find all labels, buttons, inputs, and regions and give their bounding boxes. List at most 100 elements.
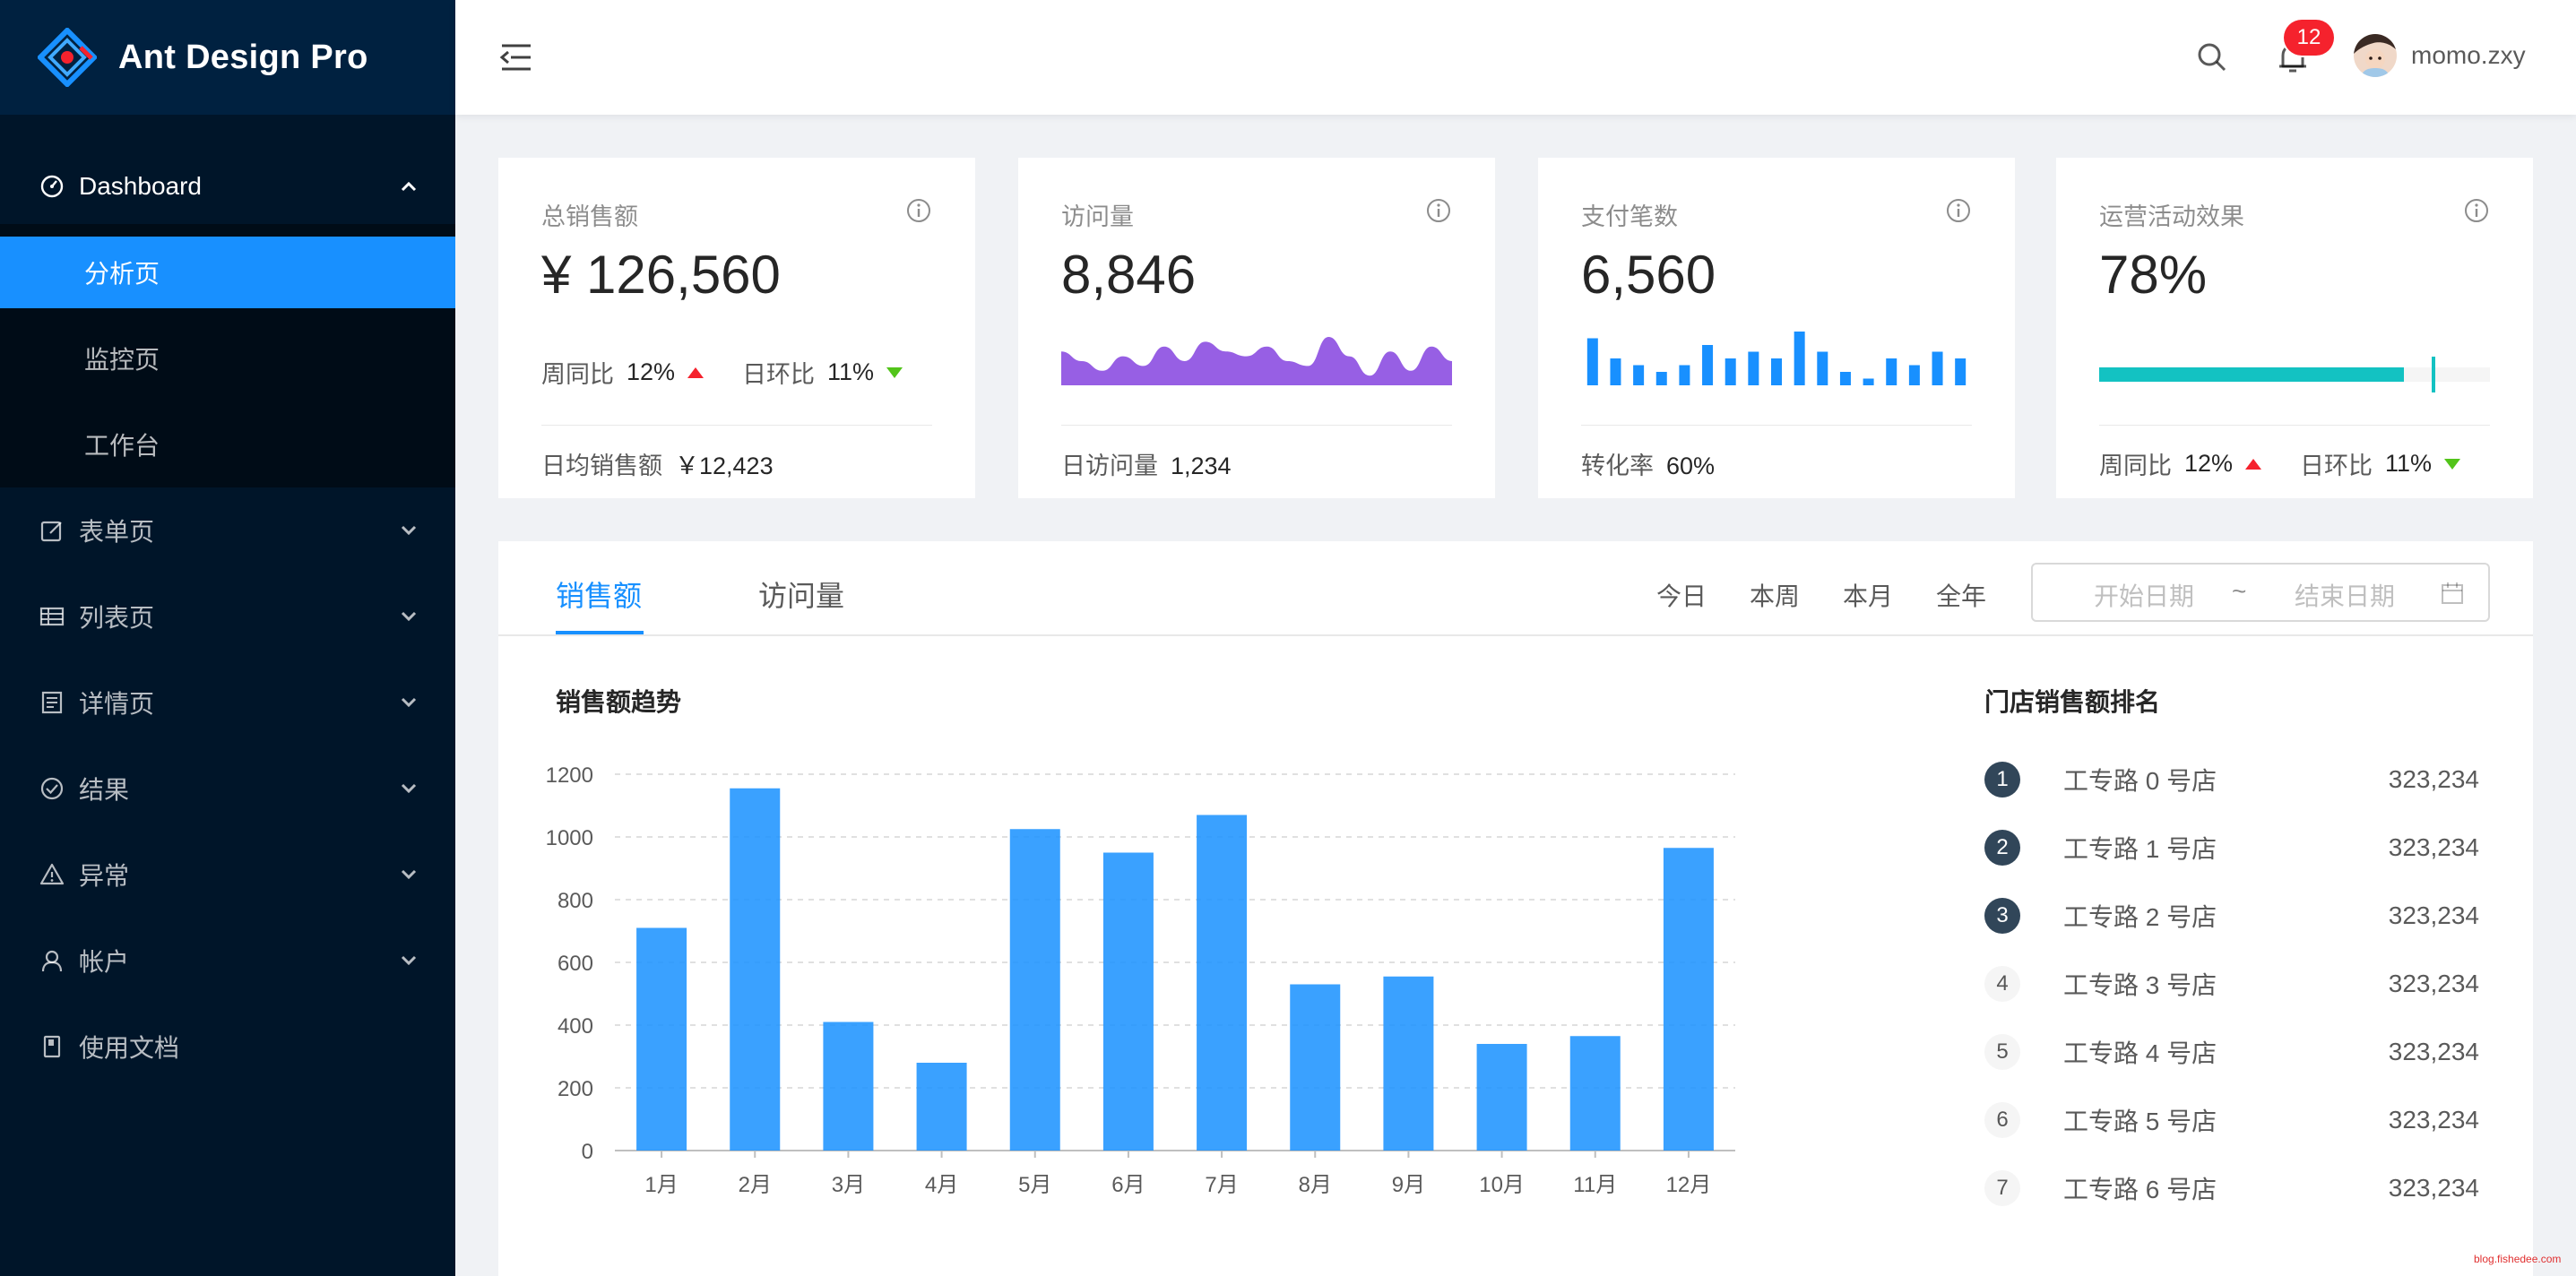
sidebar-item-account[interactable]: 帐户: [0, 925, 455, 996]
store-sales: 323,234: [2388, 1106, 2479, 1134]
app-title: Ant Design Pro: [118, 38, 368, 76]
x-tick-label: 2月: [739, 1173, 772, 1197]
info-circle-icon[interactable]: [905, 197, 932, 224]
trend-label: 日环比: [742, 361, 815, 388]
card-title: 访问量: [1061, 203, 1134, 230]
card-footer: 转化率 60%: [1581, 446, 1715, 481]
rank-number: 3: [1984, 898, 2020, 934]
start-date-input[interactable]: 开始日期: [2094, 582, 2195, 610]
trend-label: 周同比: [541, 361, 614, 388]
search-icon[interactable]: [2196, 41, 2228, 73]
sidebar-item-profile[interactable]: 详情页: [0, 667, 455, 738]
card-footer: 日访问量 1,234: [1061, 446, 1232, 481]
top-header: 12 momo.zxy: [455, 0, 2576, 115]
card-operations: 运营活动效果 78% 周同比 12% 日环比 11%: [2056, 158, 2533, 498]
bar[interactable]: [1663, 848, 1714, 1151]
sidebar-item-analysis[interactable]: 分析页: [0, 237, 455, 308]
sidebar: Ant Design Pro Dashboard 分析页 监控页 工作台 表单页…: [0, 0, 455, 1276]
bar[interactable]: [636, 927, 687, 1151]
store-name: 工专路 4 号店: [2063, 1039, 2217, 1067]
range-today[interactable]: 今日: [1656, 582, 1707, 610]
trend-wow: 周同比 12%: [541, 355, 705, 390]
mini-bar: [1955, 358, 1967, 385]
bar[interactable]: [1102, 852, 1154, 1151]
bar[interactable]: [1569, 1036, 1621, 1151]
chevron-down-icon: [400, 780, 418, 798]
username[interactable]: momo.zxy: [2411, 41, 2526, 69]
sales-panel: 销售额 访问量 今日 本周 本月 全年 开始日期 ~ 结束日期 销售额趋势 0 2…: [498, 541, 2533, 1276]
caret-down-icon: [2444, 458, 2461, 470]
warning-icon: [38, 860, 66, 889]
sales-bar-chart: 0 200 400 600 800 1000 1200 1月 2月 3月 4月 5月 6月 7月 8月 9月 1…: [546, 763, 1735, 1197]
sidebar-item-label: 列表页: [79, 604, 155, 632]
sidebar-item-form[interactable]: 表单页: [0, 495, 455, 566]
ranking-row: 3 工专路 2 号店 323,234: [1984, 889, 2479, 943]
area-series: [1061, 337, 1452, 385]
card-value: 78%: [2099, 245, 2208, 305]
range-week[interactable]: 本周: [1750, 582, 1801, 610]
profile-icon: [38, 688, 66, 717]
chevron-down-icon: [400, 522, 418, 539]
card-title: 支付笔数: [1581, 203, 1678, 230]
store-sales: 323,234: [2388, 1174, 2479, 1202]
store-name: 工专路 5 号店: [2063, 1108, 2217, 1135]
trend-value: 12%: [2184, 450, 2234, 477]
range-year[interactable]: 全年: [1936, 582, 1987, 610]
store-sales: 323,234: [2388, 970, 2479, 997]
chevron-down-icon: [400, 608, 418, 625]
notification-badge: 12: [2284, 20, 2334, 56]
store-sales: 323,234: [2388, 765, 2479, 793]
avatar[interactable]: [2354, 34, 2397, 77]
sidebar-item-dashboard[interactable]: Dashboard: [0, 151, 455, 222]
bar[interactable]: [916, 1063, 967, 1151]
x-tick-label: 11月: [1573, 1173, 1617, 1197]
bar[interactable]: [1476, 1044, 1527, 1151]
footer-value: 60%: [1666, 453, 1716, 479]
bar[interactable]: [1197, 815, 1248, 1151]
sidebar-item-docs[interactable]: 使用文档: [0, 1011, 455, 1082]
end-date-input[interactable]: 结束日期: [2295, 582, 2396, 610]
sidebar-item-monitor[interactable]: 监控页: [84, 346, 160, 374]
mini-bar: [1839, 372, 1851, 385]
progress-target-marker: [2431, 357, 2435, 392]
mini-bar: [1817, 351, 1828, 385]
info-circle-icon[interactable]: [2463, 197, 2490, 224]
ranking-row: 2 工专路 1 号店 323,234: [1984, 821, 2479, 875]
rank-number: 7: [1984, 1170, 2020, 1206]
bar[interactable]: [1290, 984, 1341, 1151]
sidebar-item-label: 使用文档: [79, 1034, 180, 1062]
logo[interactable]: Ant Design Pro: [0, 0, 455, 115]
menu-fold-icon[interactable]: [498, 39, 534, 75]
sidebar-item-label: Dashboard: [79, 172, 202, 200]
range-month[interactable]: 本月: [1843, 582, 1894, 610]
bar[interactable]: [823, 1022, 874, 1151]
payments-bar-chart: [1586, 332, 1967, 385]
bar[interactable]: [1009, 829, 1060, 1151]
mini-bar: [1886, 358, 1897, 385]
ranking-row: 6 工专路 5 号店 323,234: [1984, 1093, 2479, 1147]
sidebar-item-list[interactable]: 列表页: [0, 581, 455, 652]
y-tick-label: 400: [558, 1014, 593, 1039]
mini-bar: [1702, 345, 1714, 385]
tabs-bar: 销售额 访问量 今日 本周 本月 全年 开始日期 ~ 结束日期: [498, 541, 2533, 636]
tab-visits[interactable]: 访问量: [758, 580, 845, 612]
chevron-down-icon: [400, 866, 418, 884]
sidebar-item-result[interactable]: 结果: [0, 753, 455, 824]
date-range-picker[interactable]: 开始日期 ~ 结束日期: [2031, 563, 2490, 622]
info-circle-icon[interactable]: [1425, 197, 1452, 224]
mini-bar: [1863, 378, 1874, 385]
store-sales: 323,234: [2388, 833, 2479, 861]
bar[interactable]: [1383, 976, 1434, 1151]
sidebar-item-workplace[interactable]: 工作台: [84, 432, 160, 460]
divider: [1581, 425, 1972, 426]
sidebar-item-exception[interactable]: 异常: [0, 839, 455, 910]
divider: [541, 425, 932, 426]
y-tick-label: 1000: [546, 826, 593, 850]
card-value: 6,560: [1581, 245, 1716, 305]
mini-bar: [1932, 351, 1943, 385]
watermark: blog.fishedee.com: [2474, 1253, 2562, 1265]
tab-sales[interactable]: 销售额: [556, 580, 643, 612]
progress-fill: [2099, 367, 2405, 382]
bar[interactable]: [730, 788, 781, 1151]
info-circle-icon[interactable]: [1945, 197, 1972, 224]
